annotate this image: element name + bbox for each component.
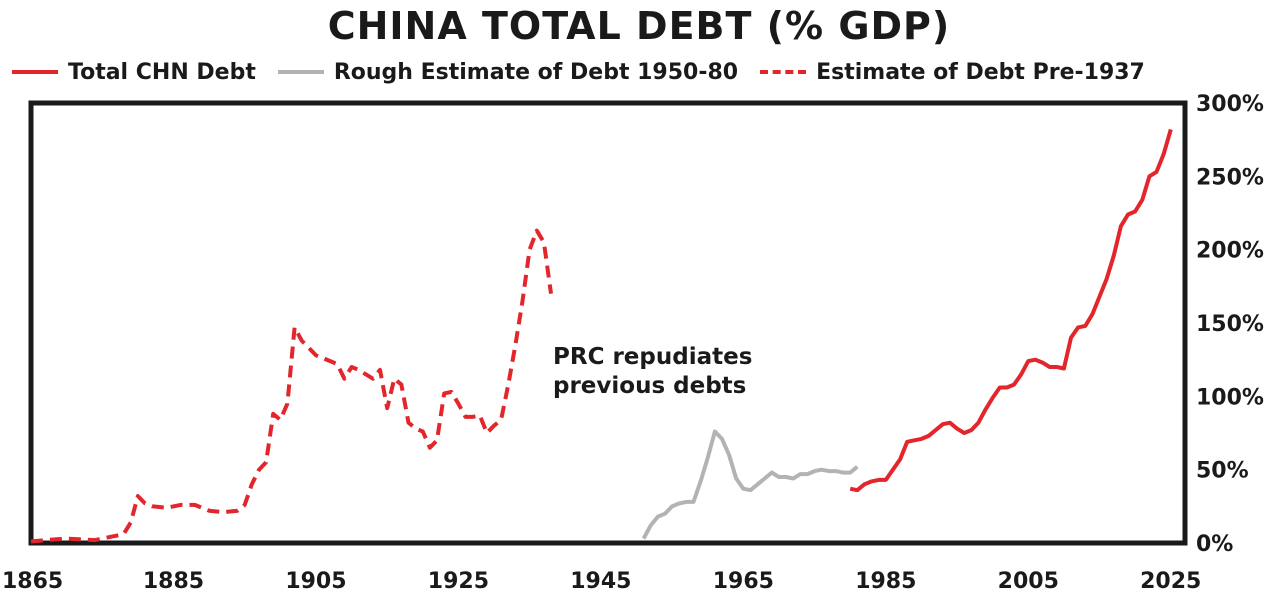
plot-frame	[28, 100, 1188, 546]
legend-item-pre-1937: Estimate of Debt Pre-1937	[760, 60, 1145, 85]
chart-legend: Total CHN Debt Rough Estimate of Debt 19…	[12, 58, 1167, 86]
x-tick-label: 1885	[143, 569, 204, 593]
legend-item-rough-estimate: Rough Estimate of Debt 1950-80	[277, 59, 739, 85]
y-tick-label: 250%	[1196, 165, 1264, 190]
series-line-2	[30, 228, 553, 544]
y-tick-label: 50%	[1196, 459, 1249, 484]
y-axis-ticks: 0% 50% 100% 150% 200% 250% 300%	[1196, 92, 1264, 557]
x-tick-label: 1905	[285, 569, 346, 593]
x-axis-ticks: 1865 1885 1905 1925 1945 1965 1985 2005 2025	[2, 569, 1201, 593]
x-tick-label: 2025	[1140, 569, 1201, 593]
x-tick-label: 1925	[428, 569, 489, 593]
legend-swatch-solid-red	[12, 70, 58, 74]
y-tick-label: 150%	[1196, 312, 1264, 337]
chart-title: CHINA TOTAL DEBT (% GDP)	[327, 4, 951, 48]
x-tick-label: 1865	[2, 569, 63, 593]
y-tick-label: 300%	[1196, 92, 1264, 117]
series-line-0	[849, 128, 1173, 493]
legend-label-rough-estimate: Rough Estimate of Debt 1950-80	[333, 59, 739, 85]
x-tick-label: 1965	[713, 569, 774, 593]
y-tick-label: 200%	[1196, 239, 1264, 264]
x-tick-label: 1985	[855, 569, 916, 593]
legend-label-pre-1937: Estimate of Debt Pre-1937	[816, 59, 1145, 85]
legend-label-total-chn-debt: Total CHN Debt	[68, 59, 256, 85]
legend-item-total-chn-debt: Total CHN Debt	[12, 60, 256, 85]
legend-swatch-solid-grey	[277, 70, 324, 74]
y-tick-label: 100%	[1196, 385, 1264, 410]
annotation-line-2: previous debts	[553, 373, 746, 399]
series-line-1	[641, 429, 859, 540]
x-tick-label: 2005	[998, 569, 1059, 593]
x-tick-label: 1945	[570, 569, 631, 593]
annotation-line-1: PRC repudiates	[553, 344, 752, 370]
y-tick-label: 0%	[1196, 532, 1233, 557]
series-layer	[30, 128, 1173, 544]
legend-swatch-dashed-red	[760, 70, 807, 74]
